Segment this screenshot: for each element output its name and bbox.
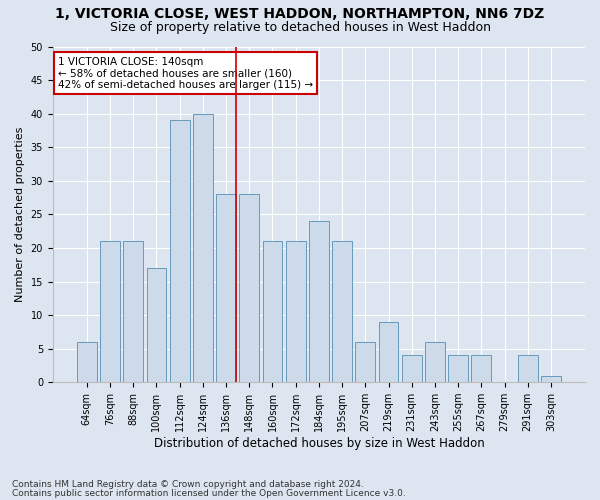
Bar (379, 322, 398, 382)
Bar (332, 241, 352, 382)
Text: 1, VICTORIA CLOSE, WEST HADDON, NORTHAMPTON, NN6 7DZ: 1, VICTORIA CLOSE, WEST HADDON, NORTHAMP… (55, 8, 545, 22)
Text: Contains public sector information licensed under the Open Government Licence v3: Contains public sector information licen… (12, 490, 406, 498)
Bar (263, 241, 283, 382)
Bar (286, 241, 305, 382)
Text: Contains HM Land Registry data © Crown copyright and database right 2024.: Contains HM Land Registry data © Crown c… (12, 480, 364, 489)
Y-axis label: Number of detached properties: Number of detached properties (15, 126, 25, 302)
Bar (425, 342, 445, 382)
Bar (518, 356, 538, 382)
Bar (146, 268, 166, 382)
Bar (309, 221, 329, 382)
X-axis label: Distribution of detached houses by size in West Haddon: Distribution of detached houses by size … (154, 437, 484, 450)
Bar (239, 194, 259, 382)
Text: Size of property relative to detached houses in West Haddon: Size of property relative to detached ho… (110, 21, 491, 34)
Bar (355, 342, 375, 382)
Bar (216, 194, 236, 382)
Bar (541, 376, 561, 382)
Bar (448, 356, 468, 382)
Bar (472, 356, 491, 382)
Bar (124, 241, 143, 382)
Bar (77, 342, 97, 382)
Bar (402, 356, 422, 382)
Bar (170, 120, 190, 382)
Text: 1 VICTORIA CLOSE: 140sqm
← 58% of detached houses are smaller (160)
42% of semi-: 1 VICTORIA CLOSE: 140sqm ← 58% of detach… (58, 56, 313, 90)
Bar (100, 241, 120, 382)
Bar (193, 114, 213, 382)
